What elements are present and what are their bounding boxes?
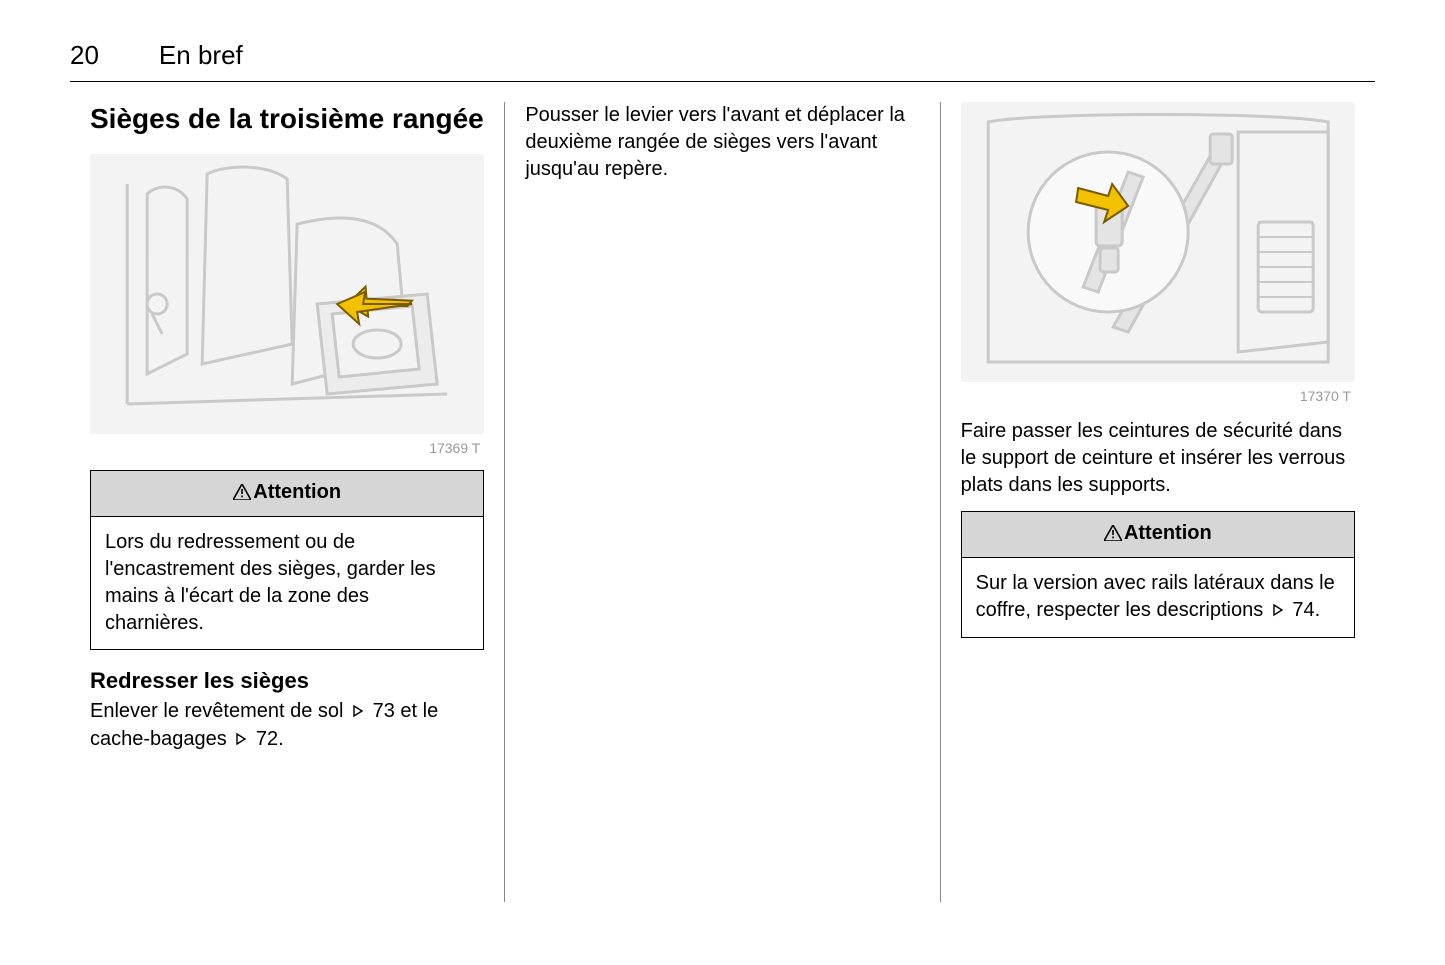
header-rule <box>70 81 1375 82</box>
figure-id-1: 17369 T <box>90 440 480 456</box>
attention-box-1: Attention Lors du redressement ou de l'e… <box>90 470 484 650</box>
reference-icon <box>351 699 365 726</box>
attention-header-1: Attention <box>91 471 483 517</box>
col1-subheading: Redresser les sièges <box>90 668 484 694</box>
col1-body-c: 72. <box>250 728 283 750</box>
warning-icon <box>1104 524 1122 547</box>
attention-label-2: Attention <box>1124 522 1212 544</box>
attention-body-2: Sur la version avec rails latéraux dans … <box>962 558 1354 637</box>
reference-icon <box>1271 598 1285 625</box>
reference-icon <box>234 727 248 754</box>
figure-id-2: 17370 T <box>961 388 1351 404</box>
attention-text-2b: 74. <box>1287 599 1320 621</box>
attention-body-1: Lors du redressement ou de l'encastremen… <box>91 517 483 649</box>
column-2: Pousser le levier vers l'avant et déplac… <box>504 102 939 902</box>
col2-body: Pousser le levier vers l'avant et déplac… <box>525 102 919 183</box>
figure-17369 <box>90 154 484 434</box>
attention-box-2: Attention Sur la version avec rails laté… <box>961 511 1355 638</box>
section-title: En bref <box>159 40 243 71</box>
col3-body: Faire passer les ceintures de sécurité d… <box>961 418 1355 499</box>
column-1: Sièges de la troisième rangée <box>70 102 504 902</box>
attention-header-2: Attention <box>962 512 1354 558</box>
figure-17370 <box>961 102 1355 382</box>
attention-label-1: Attention <box>253 481 341 503</box>
columns: Sièges de la troisième rangée <box>70 102 1375 902</box>
manual-page: 20 En bref Sièges de la troisième rangée <box>0 0 1445 965</box>
warning-icon <box>233 483 251 506</box>
seat-lever-illustration <box>90 154 484 434</box>
col1-body: Enlever le revêtement de sol 73 et le ca… <box>90 698 484 754</box>
column-3: 17370 T Faire passer les ceintures de sé… <box>940 102 1375 902</box>
page-number: 20 <box>70 40 99 71</box>
col1-heading: Sièges de la troisième rangée <box>90 102 484 136</box>
col1-body-a: Enlever le revêtement de sol <box>90 700 349 722</box>
page-header: 20 En bref <box>70 40 1375 71</box>
seatbelt-illustration <box>961 102 1355 382</box>
